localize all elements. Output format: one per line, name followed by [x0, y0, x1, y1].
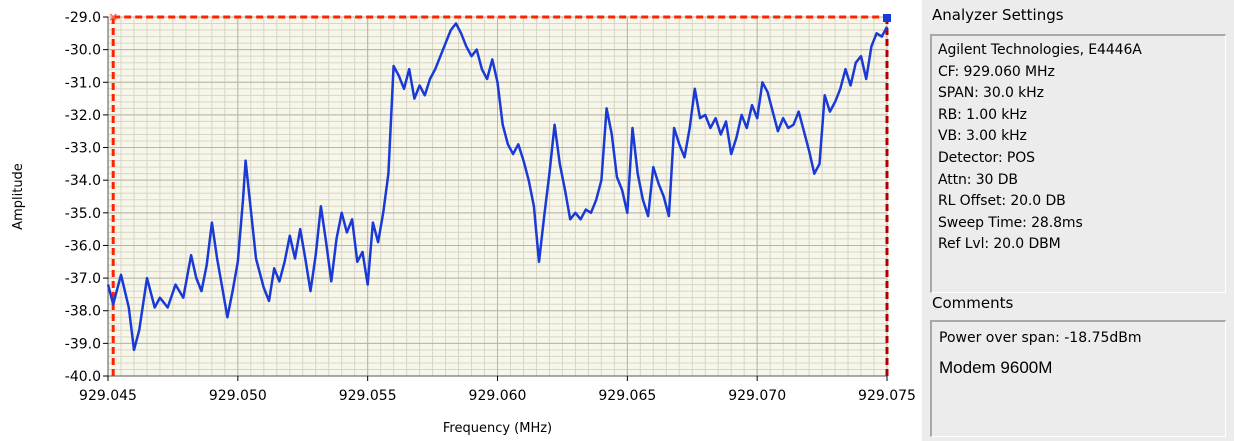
settings-box: Agilent Technologies, E4446A CF: 929.060… — [930, 34, 1226, 293]
x-tick-label: 929.065 — [598, 388, 656, 404]
settings-line: Sweep Time: 28.8ms — [938, 214, 1083, 231]
comments-box[interactable]: Power over span: -18.75dBm Modem 9600M — [930, 320, 1226, 437]
y-tick-label: -37.0 — [65, 271, 101, 287]
comment-power-text: Power over span: -18.75dBm — [939, 330, 1142, 346]
spectrum-chart: -29.0 -30.0 -31.0 -32.0 -33.0 -34.0 -35.0 -36.0… — [11, 10, 916, 436]
settings-line: RB: 1.00 kHz — [938, 106, 1027, 123]
y-tick-label: -39.0 — [65, 336, 101, 352]
y-axis-title: Amplitude — [11, 163, 26, 230]
x-tick-label: 929.045 — [79, 388, 137, 404]
settings-line: Detector: POS — [938, 149, 1035, 166]
x-tick-label: 929.055 — [339, 388, 397, 404]
y-tick-label: -36.0 — [65, 238, 101, 254]
x-tick-label: 929.070 — [728, 388, 786, 404]
settings-line: CF: 929.060 MHz — [938, 63, 1055, 80]
grid-lines — [107, 16, 888, 377]
x-axis-title: Frequency (MHz) — [443, 421, 552, 436]
x-tick-label: 929.075 — [858, 388, 916, 404]
y-tick-label: -33.0 — [65, 141, 101, 157]
y-tick-label: -35.0 — [65, 206, 101, 222]
settings-line: Ref Lvl: 20.0 DBM — [938, 236, 1061, 253]
x-tick-label: 929.050 — [209, 388, 267, 404]
series-line — [106, 22, 889, 352]
y-tick-label: -32.0 — [65, 108, 101, 124]
comment-title-text: Modem 9600M — [939, 358, 1053, 377]
info-panel: Analyzer Settings Agilent Technologies, … — [922, 0, 1234, 441]
y-tick-label: -31.0 — [65, 75, 101, 91]
settings-line: RL Offset: 20.0 DB — [938, 193, 1066, 210]
comments-heading: Comments — [932, 294, 1014, 312]
marker-symbol — [109, 13, 117, 21]
x-tick-label: 929.060 — [469, 388, 527, 404]
y-tick-label: -40.0 — [65, 369, 101, 385]
y-tick-label: -34.0 — [65, 173, 101, 189]
settings-line: Attn: 30 DB — [938, 171, 1018, 188]
spectrum-plot-svg: -29.0 -30.0 -31.0 -32.0 -33.0 -34.0 -35.0 -36.0… — [11, 10, 916, 436]
settings-line: SPAN: 30.0 kHz — [938, 85, 1044, 102]
y-tick-label: -29.0 — [65, 10, 101, 26]
y-tick-label: -30.0 — [65, 43, 101, 59]
settings-line: Agilent Technologies, E4446A — [938, 42, 1142, 58]
y-tick-label: -38.0 — [65, 304, 101, 320]
settings-line: VB: 3.00 kHz — [938, 128, 1027, 145]
settings-heading: Analyzer Settings — [932, 6, 1064, 24]
marker-symbol — [883, 14, 891, 22]
